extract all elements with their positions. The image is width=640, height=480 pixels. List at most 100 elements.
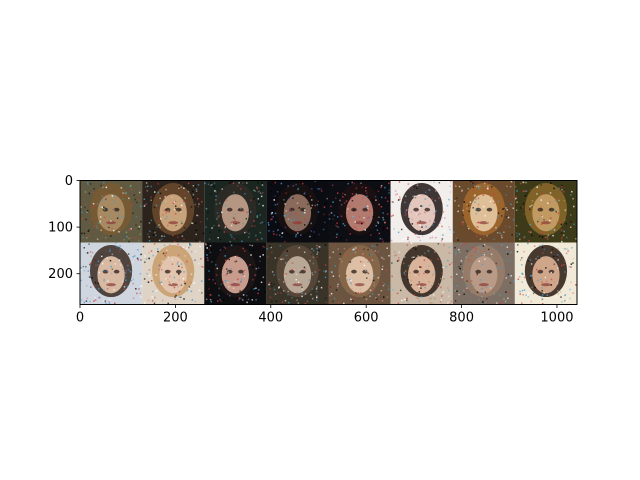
face-region <box>532 194 560 232</box>
mouth-region <box>106 283 117 287</box>
face-region <box>532 256 560 294</box>
eye-region <box>537 269 544 274</box>
noise-speckles <box>142 243 204 305</box>
mouth-region <box>540 221 551 225</box>
eye-region <box>164 269 171 274</box>
mouth-region <box>416 283 427 287</box>
mouth-region <box>354 283 365 287</box>
mouth-region <box>292 283 303 287</box>
eye-region <box>351 269 357 274</box>
mouth-region <box>540 283 551 287</box>
face-tile <box>204 242 267 305</box>
face-tile <box>266 242 329 305</box>
face-region <box>159 256 187 294</box>
face-tile <box>204 180 267 243</box>
mouth-region <box>230 283 241 287</box>
x-tick-label: 1000 <box>540 311 573 326</box>
face-region <box>470 194 498 232</box>
eye-region <box>238 207 244 212</box>
eye-region <box>226 269 233 274</box>
face-tile <box>452 180 515 243</box>
eye-region <box>424 207 431 212</box>
face-region <box>221 194 249 232</box>
face-tile <box>390 180 453 243</box>
y-tick-label: 200 <box>48 267 73 282</box>
eye-region <box>413 269 419 274</box>
face-tile <box>266 180 329 243</box>
face-region <box>408 256 436 294</box>
face-region <box>470 256 498 294</box>
noise-speckles <box>266 244 328 305</box>
face-tile <box>328 242 391 305</box>
face-region <box>283 194 312 232</box>
noise-speckles <box>516 242 577 305</box>
face-tile <box>514 242 577 305</box>
x-axis: 0 200 400 600 800 1000 <box>76 304 574 326</box>
eye-region <box>362 269 368 274</box>
face-tile <box>80 180 143 243</box>
eye-region <box>486 269 493 274</box>
noise-speckles <box>328 181 390 243</box>
eye-region <box>424 269 431 274</box>
face-region <box>159 194 187 232</box>
mouth-region <box>416 221 427 225</box>
mouth-region <box>478 221 489 225</box>
noise-speckles <box>80 242 142 305</box>
noise-speckles <box>143 181 205 243</box>
x-tick-label: 800 <box>449 311 474 326</box>
eye-region <box>486 207 493 212</box>
noise-speckles <box>514 181 577 243</box>
face-region <box>345 256 374 294</box>
mouth-region <box>354 221 365 225</box>
eye-region <box>300 269 306 274</box>
eye-region <box>226 207 233 212</box>
noise-speckles <box>452 180 515 241</box>
mouth-region <box>230 221 241 225</box>
face-region <box>408 194 436 232</box>
face-tile <box>452 242 515 305</box>
face-region <box>221 256 249 294</box>
eye-region <box>289 269 295 274</box>
mouth-region <box>106 221 117 225</box>
noise-speckles <box>267 180 328 243</box>
eye-region <box>413 207 419 212</box>
eye-region <box>238 269 244 274</box>
noise-speckles <box>204 181 266 243</box>
face-tile <box>80 242 143 305</box>
noise-speckles <box>390 180 452 243</box>
y-axis: 0 100 200 <box>48 174 80 282</box>
axes-frame <box>79 180 578 305</box>
face-tile <box>514 180 577 243</box>
y-tick-label: 100 <box>48 221 73 236</box>
eye-region <box>113 269 120 274</box>
image-grid <box>80 180 577 305</box>
face-tile <box>142 180 205 243</box>
face-tile <box>328 180 391 243</box>
eye-region <box>548 207 555 212</box>
y-tick-label: 0 <box>65 174 73 189</box>
face-region <box>97 256 125 294</box>
mouth-region <box>168 283 179 287</box>
eye-region <box>289 207 295 212</box>
face-region <box>283 256 312 294</box>
noise-speckles <box>204 242 266 304</box>
x-tick-label: 600 <box>354 311 379 326</box>
face-region <box>345 194 374 232</box>
noise-speckles <box>80 181 142 243</box>
x-tick-label: 400 <box>258 311 283 326</box>
mouth-region <box>478 283 489 287</box>
noise-speckles <box>328 244 390 305</box>
mouth-region <box>168 221 179 225</box>
face-region <box>97 194 125 232</box>
x-tick-label: 200 <box>163 311 188 326</box>
eye-region <box>475 207 482 212</box>
noise-speckles <box>453 242 515 304</box>
noise-speckles <box>391 242 453 305</box>
x-tick-label: 0 <box>76 311 84 326</box>
eye-region <box>175 269 182 274</box>
eye-region <box>164 207 171 212</box>
eye-region <box>113 207 120 212</box>
eye-region <box>537 207 544 212</box>
eye-region <box>362 207 368 212</box>
